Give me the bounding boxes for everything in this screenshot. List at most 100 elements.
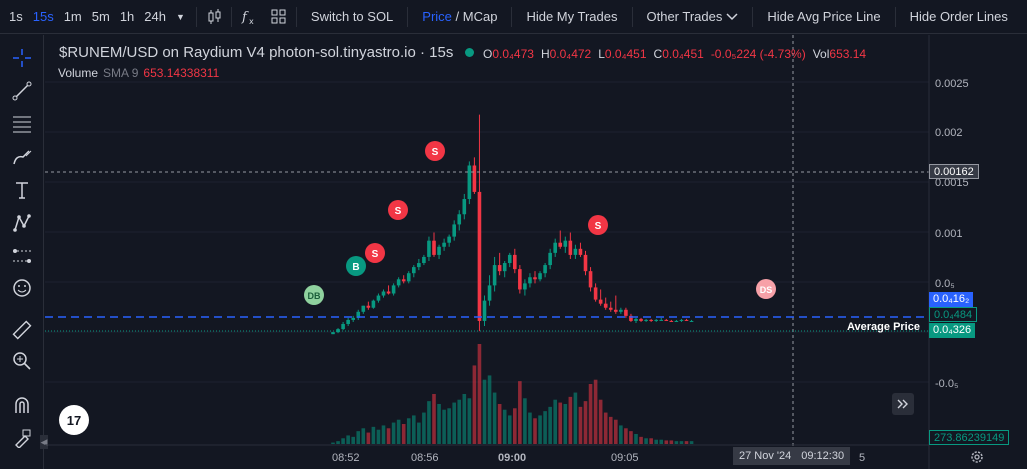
price-chart[interactable]: DB B S S S S DS 0.0025 0.002 0.0015 0.001 0.0₅… (45, 35, 1027, 469)
volume-bar (669, 440, 674, 444)
volume-bar (573, 392, 578, 444)
candle-body (401, 279, 406, 282)
drawing-toolbar (0, 35, 44, 469)
volume-legend[interactable]: Volume SMA 9 653.14338311 (58, 66, 219, 80)
trade-marker-circle (304, 285, 324, 305)
tradingview-logo[interactable]: 17 (59, 405, 89, 435)
volume-bar (588, 384, 593, 444)
volume-bar (361, 428, 366, 444)
candle-body (603, 303, 608, 308)
candle-body (452, 224, 456, 237)
emoji-icon[interactable] (9, 275, 35, 301)
double-chevron-right-icon (897, 399, 908, 409)
other-trades-dropdown[interactable]: Other Trades (639, 9, 747, 24)
gear-icon[interactable] (969, 449, 985, 465)
volume-bar (336, 441, 340, 444)
candle-body (422, 256, 426, 264)
crosshair-icon[interactable] (9, 45, 35, 71)
candle-body (619, 309, 623, 312)
candle-body (533, 277, 537, 280)
brush-icon[interactable] (9, 144, 35, 170)
candle-body (664, 319, 669, 321)
candle-body (684, 319, 689, 321)
trend-line-icon[interactable] (9, 78, 35, 104)
volume-bar (533, 418, 537, 444)
candle-body (477, 191, 482, 321)
zoom-in-icon[interactable] (9, 348, 35, 374)
volume-bar (412, 415, 416, 444)
toggle-separator: / (451, 9, 463, 24)
volume-bar (674, 441, 679, 444)
volume-bar (523, 398, 527, 444)
lock-drawing-icon[interactable] (9, 425, 35, 451)
trade-marker-circle (365, 243, 385, 263)
timeframe-1s[interactable]: 1s (9, 9, 23, 24)
prediction-icon[interactable] (9, 243, 35, 269)
collapse-toolbar-button[interactable]: ◀ (40, 435, 48, 449)
hide-avg-price-line-button[interactable]: Hide Avg Price Line (767, 9, 881, 24)
text-icon[interactable] (9, 177, 35, 203)
symbol-title[interactable]: $RUNEM/USD on Raydium V4 photon-sol.tiny… (59, 44, 454, 61)
layout-grid-icon[interactable] (268, 6, 290, 28)
volume-bar (497, 404, 502, 444)
volume-bar (502, 409, 507, 444)
timeframe-dropdown-icon[interactable]: ▼ (176, 11, 185, 22)
scroll-to-realtime-button[interactable] (892, 393, 914, 415)
volume-bar (391, 422, 396, 444)
price-option[interactable]: Price (422, 9, 452, 24)
volume-bar (356, 431, 361, 444)
candle-body (679, 319, 684, 321)
candlestick-type-icon[interactable] (203, 6, 225, 28)
volume-bar (583, 401, 588, 444)
switch-to-sol-button[interactable]: Switch to SOL (310, 9, 394, 24)
pattern-icon[interactable] (9, 210, 35, 236)
trade-marker-dev-buy: DB (304, 285, 324, 305)
candle-body (644, 319, 648, 321)
ruler-icon[interactable] (9, 317, 35, 343)
timeframe-24h[interactable]: 24h (144, 9, 166, 24)
candle-body (396, 279, 401, 286)
volume-bar (482, 379, 487, 444)
time-tick: 09:00 (498, 452, 526, 464)
crosshair-price-tag: 0.00162 (929, 164, 979, 179)
time-tick: 09:05 (611, 452, 639, 464)
candle-body (467, 165, 472, 200)
candle-body (553, 242, 557, 253)
volume-bar (417, 422, 421, 444)
open-value: 0.0₄473 (492, 47, 534, 61)
magnet-icon[interactable] (9, 392, 35, 418)
timeframe-1h[interactable]: 1h (119, 9, 135, 24)
trade-marker-sell: S (588, 215, 608, 235)
market-status-dot (465, 48, 475, 57)
hide-order-lines-button[interactable]: Hide Order Lines (909, 9, 1008, 24)
chart-canvas[interactable]: DB B S S S S DS 0.0025 0.002 0.0015 0.001 0.0₅… (45, 35, 1027, 469)
time-tick: 08:52 (332, 452, 360, 464)
timeframe-1m[interactable]: 1m (63, 9, 82, 24)
candle-body (497, 265, 502, 272)
fib-retracement-icon[interactable] (9, 111, 35, 137)
timeframe-5m[interactable]: 5m (91, 9, 110, 24)
volume-bar (528, 412, 532, 444)
candle-body (649, 319, 653, 321)
candle-body (593, 287, 598, 300)
candle-body (523, 283, 527, 290)
candle-body (674, 320, 679, 322)
candle-body (351, 317, 355, 320)
volume-bar (331, 442, 335, 444)
trade-marker-sell: S (365, 243, 385, 263)
trade-marker-sell: S (425, 141, 445, 161)
volume-bar (654, 439, 658, 444)
candle-body (588, 271, 593, 288)
mcap-option[interactable]: MCap (462, 9, 498, 24)
timeframe-15s[interactable]: 15s (32, 9, 54, 24)
volume-bar (689, 441, 694, 444)
volume-bar (422, 412, 426, 444)
price-mcap-toggle[interactable]: Price / MCap (414, 9, 505, 24)
candle-body (624, 309, 628, 316)
hide-my-trades-button[interactable]: Hide My Trades (526, 9, 618, 24)
toolbar-divider (511, 6, 513, 27)
candle-body (371, 300, 376, 308)
volume-bar (553, 399, 557, 444)
candle-body (381, 291, 386, 296)
